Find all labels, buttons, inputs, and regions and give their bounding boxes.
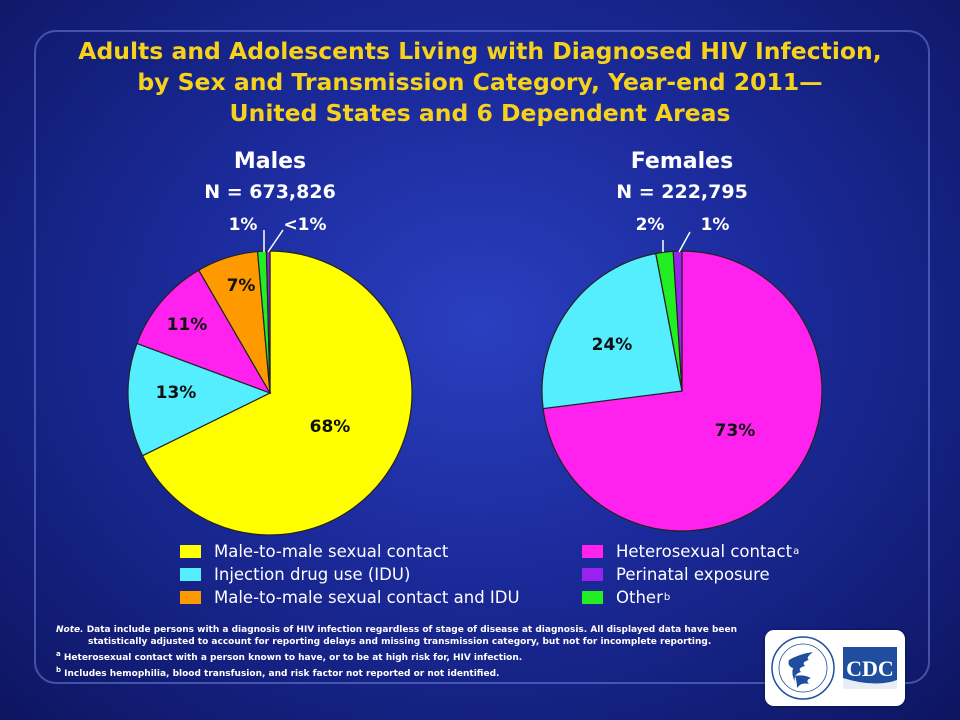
callout-line [267,229,284,253]
legend-label: Injection drug use (IDU) [214,565,411,584]
males-title: Males [233,149,307,174]
females-title: Females [630,149,734,174]
slice-label: 2% [636,215,665,235]
slice-label: 73% [715,421,756,441]
footnote-b: b Includes hemophilia, blood transfusion… [56,664,756,680]
note-line-1: Note. Data include persons with a diagno… [56,624,756,636]
legend-label: Perinatal exposure [616,565,770,584]
cdc-logo-box: CDC [765,630,905,706]
title-line-3: United States and 6 Dependent Areas [229,99,731,127]
legend-item-male-to-male: Male-to-male sexual contact [180,540,520,563]
legend-swatch [582,591,603,604]
legend-swatch [180,545,201,558]
footnote-a: a Heterosexual contact with a person kno… [56,648,756,664]
females-header: Females N = 222,795 [582,148,782,204]
cdc-logo: CDC [843,647,897,689]
females-n: N = 222,795 [616,181,748,203]
legend-label: Male-to-male sexual contact and IDU [214,588,520,607]
legend-item-other: Other b [582,586,799,609]
footnote-mark-a: a [793,546,800,557]
pie-slice [541,252,683,410]
legend-item-heterosexual: Heterosexual contact a [582,540,799,563]
chart-title: Adults and Adolescents Living with Diagn… [40,36,920,129]
note-line-2: statistically adjusted to account for re… [88,637,712,647]
title-line-1: Adults and Adolescents Living with Diagn… [78,37,882,65]
slide-frame [34,30,930,684]
legend-left: Male-to-male sexual contact Injection dr… [180,540,520,609]
legend-swatch [582,545,603,558]
hhs-eagle-icon [771,636,835,700]
males-header: Males N = 673,826 [170,148,370,204]
pie-slice [127,342,272,457]
slice-label: 1% [229,215,258,235]
slice-label: 68% [310,417,351,437]
slice-label: 24% [592,335,633,355]
legend-right: Heterosexual contact a Perinatal exposure… [582,540,799,609]
legend-item-male-to-male-and-idu: Male-to-male sexual contact and IDU [180,586,520,609]
legend-swatch [180,568,201,581]
cdc-logo-text: CDC [846,656,894,681]
legend-swatch [180,591,201,604]
footnote-a-text: Heterosexual contact with a person known… [63,653,523,663]
slice-label: 11% [167,315,208,335]
callout-line [678,231,691,253]
pie-slice [672,250,683,392]
pie-slice [136,269,272,395]
note-prefix: Note. [56,625,84,635]
footnote-b-text: Includes hemophilia, blood transfusion, … [64,669,500,679]
legend-item-idu: Injection drug use (IDU) [180,563,520,586]
legend-label: Male-to-male sexual contact [214,542,449,561]
slice-label: 13% [156,383,197,403]
males-n: N = 673,826 [204,181,336,203]
title-line-2: by Sex and Transmission Category, Year-e… [137,68,823,96]
legend-label: Other [616,588,663,607]
footnote-mark-b: b [663,592,671,603]
legend-swatch [582,568,603,581]
legend-label: Heterosexual contact [616,542,793,561]
footnotes: Note. Data include persons with a diagno… [56,624,756,680]
footnote-a-mark: a [56,650,61,658]
slice-label: 1% [701,215,730,235]
slice-label: <1% [283,215,326,235]
pie-slice [141,250,413,536]
note-text-1: Data include persons with a diagnosis of… [86,625,738,635]
slice-label: 7% [227,276,256,296]
footnote-b-mark: b [56,666,62,674]
legend-item-perinatal: Perinatal exposure [582,563,799,586]
